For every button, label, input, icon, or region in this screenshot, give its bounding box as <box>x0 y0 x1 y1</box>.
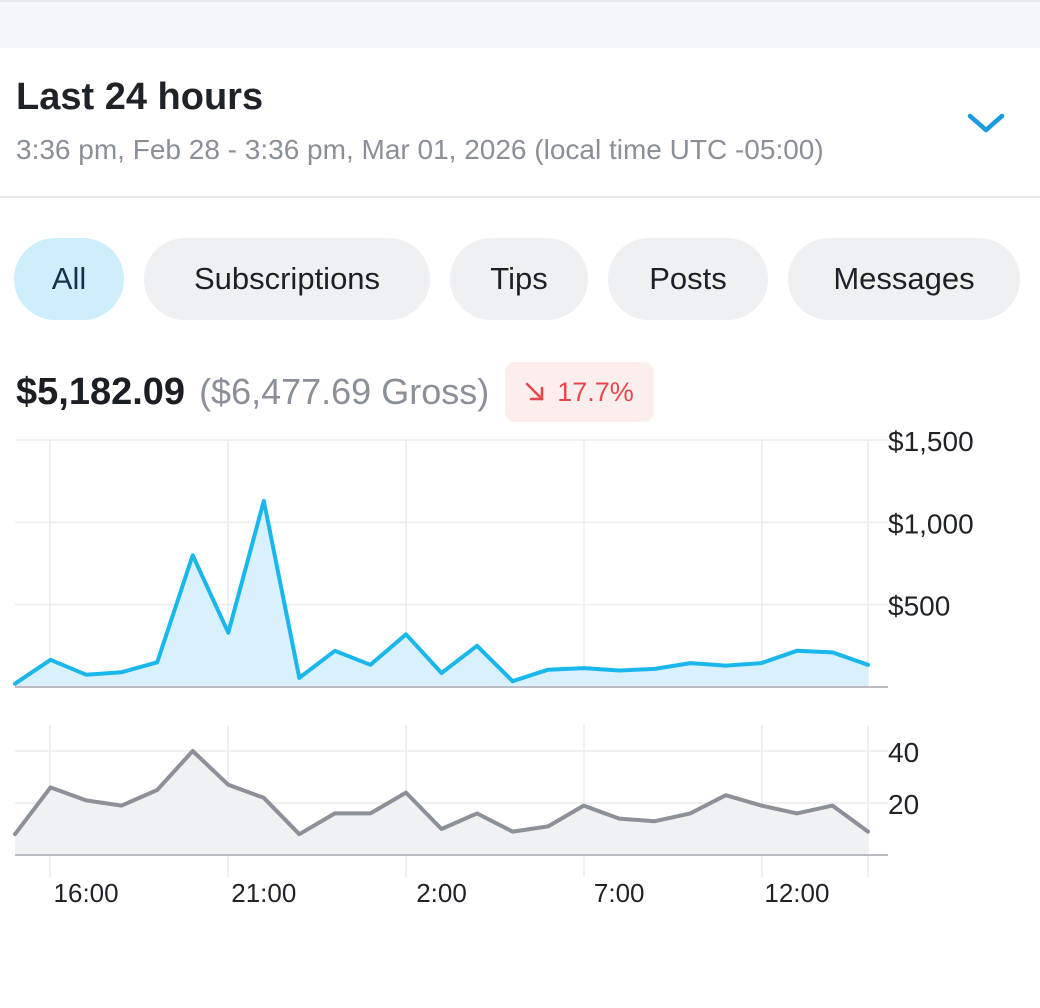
net-amount: $5,182.09 <box>16 370 186 413</box>
change-percent: 17.7% <box>557 376 634 407</box>
x-tick-label: 16:00 <box>54 878 119 908</box>
arrow-down-right-icon <box>525 382 544 401</box>
top-strip <box>0 0 1040 48</box>
range-subtitle: 3:36 pm, Feb 28 - 3:36 pm, Mar 01, 2026 … <box>16 134 824 165</box>
earnings-line <box>13 498 870 686</box>
x-tick-label: 2:00 <box>416 878 467 908</box>
filter-chip-messages[interactable]: Messages <box>788 238 1020 320</box>
x-tick-label: 21:00 <box>231 878 296 908</box>
y-tick-label: $500 <box>888 591 950 622</box>
change-badge: 17.7% <box>505 362 654 422</box>
earnings-panel: $500 $1,000 $1,500 <box>13 430 974 688</box>
filter-chip-tips[interactable]: Tips <box>450 238 588 320</box>
filter-chip-subscriptions[interactable]: Subscriptions <box>144 238 430 320</box>
x-tick-label: 7:00 <box>594 878 645 908</box>
filter-chip-posts[interactable]: Posts <box>608 238 768 320</box>
filter-chips: All Subscriptions Tips Posts Messages <box>14 238 1020 320</box>
x-tick-label: 12:00 <box>764 878 829 908</box>
chevron-down-icon[interactable] <box>964 108 1008 138</box>
y-tick-label: 20 <box>888 789 919 820</box>
range-title: Last 24 hours <box>16 76 264 118</box>
y-tick-label: $1,000 <box>888 508 974 539</box>
y-tick-label: 40 <box>888 737 919 768</box>
earnings-summary: $5,182.09 ($6,477.69 Gross) 17.7% <box>16 362 654 422</box>
date-range-selector[interactable]: Last 24 hours 3:36 pm, Feb 28 - 3:36 pm,… <box>0 48 1040 198</box>
earnings-area <box>15 500 868 687</box>
filter-chip-all[interactable]: All <box>14 238 124 320</box>
count-area <box>15 751 868 855</box>
y-tick-label: $1,500 <box>888 430 974 457</box>
gross-amount: ($6,477.69 Gross) <box>199 371 490 412</box>
